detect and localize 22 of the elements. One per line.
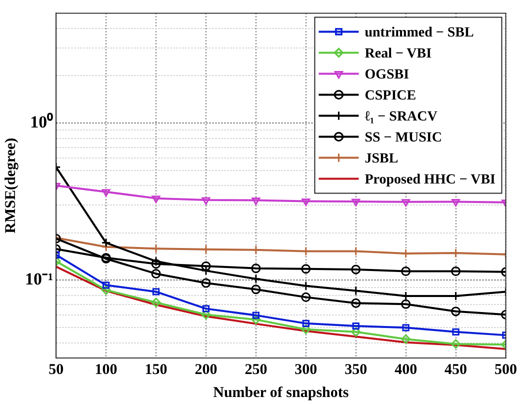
y-axis-title: RMSE(degree) — [2, 138, 19, 234]
x-tick-label: 150 — [144, 362, 168, 378]
legend-label: SS − MUSIC — [364, 130, 442, 146]
legend-label: JSBL — [364, 151, 398, 166]
legend-label: untrimmed − SBL — [364, 25, 474, 40]
legend-label: Real − VBI — [364, 46, 432, 62]
legend-label: ℓ₁ − SRACV — [364, 109, 438, 124]
y-tick-label: 10⁻¹ — [24, 270, 54, 289]
legend-label: CSPICE — [364, 88, 416, 104]
x-tick-label: 300 — [294, 362, 318, 378]
x-tick-label: 200 — [194, 362, 218, 378]
x-tick-label: 500 — [494, 362, 517, 378]
x-tick-label: 400 — [394, 362, 418, 378]
x-tick-label: 250 — [244, 362, 268, 378]
x-tick-label: 450 — [444, 362, 468, 378]
x-tick-label: 50 — [48, 362, 64, 378]
x-axis-title: Number of snapshots — [213, 384, 349, 401]
legend-label: OGSBI — [364, 67, 410, 82]
y-tick-label: 10⁰ — [30, 112, 54, 132]
x-tick-label: 100 — [94, 362, 118, 378]
legend-label: Proposed HHC − VBI — [364, 172, 496, 188]
x-tick-label: 350 — [344, 362, 368, 378]
